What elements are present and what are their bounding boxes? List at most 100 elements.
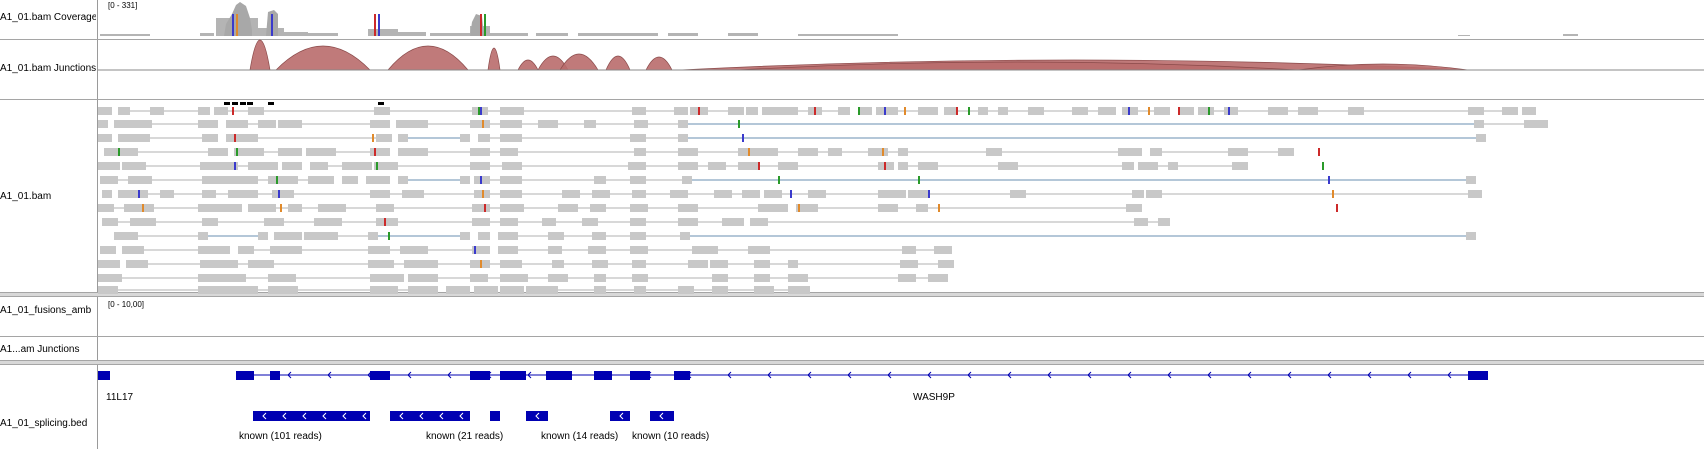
strand-arrow: [887, 371, 892, 379]
read-block: [498, 232, 518, 240]
read-block: [876, 107, 898, 115]
read-mismatch: [928, 190, 930, 198]
read-block: [594, 274, 606, 282]
coverage-variant: [378, 14, 380, 36]
read-block: [634, 286, 646, 294]
left-gene-label[interactable]: 11L17: [106, 392, 134, 403]
read-block: [202, 190, 216, 198]
read-mismatch: [1328, 176, 1330, 184]
strand-arrow: [407, 371, 412, 379]
panel-divider-2[interactable]: [0, 360, 1704, 365]
junction-track[interactable]: [249, 39, 1469, 71]
read-block: [878, 190, 906, 198]
read-block: [1168, 162, 1178, 170]
coverage-track-name[interactable]: A1_01.bam Coverage: [0, 12, 96, 23]
alignment-track[interactable]: [98, 102, 1548, 294]
read-block: [398, 176, 408, 184]
read-block: [588, 246, 606, 254]
junction-arc: [645, 56, 673, 71]
splicing-feature-label[interactable]: known (10 reads): [632, 431, 710, 442]
read-block: [1154, 107, 1170, 115]
data-panel[interactable]: [0 - 331] [0 - 10,00] 11L17 WASH9P known…: [98, 0, 1704, 449]
read-block: [498, 246, 518, 254]
splicing-track-name[interactable]: A1_01_splicing.bed: [0, 418, 88, 429]
read-block: [748, 246, 770, 254]
read-block: [764, 190, 782, 198]
read-block: [472, 218, 490, 226]
splicing-bed-track[interactable]: [253, 411, 674, 421]
strand-arrow: [687, 371, 692, 379]
splicing-feature-label[interactable]: known (14 reads): [541, 431, 619, 442]
panel-divider-1[interactable]: [0, 292, 1704, 297]
read-mismatch: [956, 107, 958, 115]
read-block: [630, 176, 646, 184]
read-block: [898, 162, 908, 170]
strand-arrow: [1007, 371, 1012, 379]
read-block: [526, 286, 558, 294]
read-mismatch: [280, 204, 282, 212]
tracks-canvas[interactable]: [98, 0, 1704, 449]
read-block: [126, 260, 148, 268]
read-block: [304, 232, 338, 240]
read-block: [258, 120, 276, 128]
read-block: [858, 107, 872, 115]
read-block: [1524, 120, 1548, 128]
read-mismatch: [938, 204, 940, 212]
read-block: [692, 246, 718, 254]
read-mismatch: [748, 148, 750, 156]
junction-divider: [0, 99, 1704, 100]
read-block: [630, 218, 646, 226]
junctions-track-name[interactable]: A1_01.bam Junctions: [0, 63, 96, 74]
coverage-bar: [536, 33, 568, 36]
read-block: [1348, 107, 1364, 115]
coverage-bar: [294, 32, 308, 36]
alignment-track-name[interactable]: A1_01.bam: [0, 191, 52, 202]
read-block: [502, 162, 522, 170]
read-mismatch: [232, 107, 234, 115]
read-block: [124, 204, 154, 212]
read-block: [808, 190, 826, 198]
read-block: [228, 190, 258, 198]
read-block: [1010, 190, 1026, 198]
read-block: [778, 162, 798, 170]
read-block: [1268, 107, 1288, 115]
main-gene-label[interactable]: WASH9P: [913, 392, 955, 403]
read-block: [902, 246, 916, 254]
coverage-variant: [271, 14, 273, 36]
read-block: [160, 190, 174, 198]
junctions2-track-name[interactable]: A1...am Junctions: [0, 344, 80, 355]
read-block: [270, 246, 302, 254]
read-block: [370, 120, 390, 128]
strand-arrow: [727, 371, 732, 379]
fusions-track-name[interactable]: A1_01_fusions_amb: [0, 305, 92, 316]
read-block: [632, 274, 648, 282]
read-block: [754, 260, 770, 268]
gene-track[interactable]: [98, 371, 1488, 380]
strand-arrow: [459, 412, 464, 420]
read-block: [500, 190, 522, 198]
read-block: [670, 190, 688, 198]
read-block: [594, 176, 606, 184]
read-block: [478, 134, 490, 142]
read-block: [944, 107, 958, 115]
read-block: [98, 162, 120, 170]
splicing-feature-label[interactable]: known (21 reads): [426, 431, 504, 442]
read-mismatch: [236, 148, 238, 156]
coverage-variant: [484, 14, 486, 36]
read-block: [898, 274, 916, 282]
read-block: [478, 232, 490, 240]
read-block: [122, 162, 146, 170]
read-block: [122, 246, 144, 254]
fusions-range-label: [0 - 10,00]: [108, 300, 145, 309]
coverage-track[interactable]: [100, 2, 1578, 36]
read-block: [1278, 148, 1294, 156]
read-block: [306, 148, 336, 156]
strand-arrow: [367, 371, 372, 379]
strand-arrow: [1167, 371, 1172, 379]
read-block: [1146, 190, 1162, 198]
read-block: [916, 204, 928, 212]
splicing-feature-label[interactable]: known (101 reads): [239, 431, 322, 442]
coverage-variant: [480, 14, 482, 36]
strand-arrow: [1407, 371, 1412, 379]
read-block: [472, 204, 490, 212]
